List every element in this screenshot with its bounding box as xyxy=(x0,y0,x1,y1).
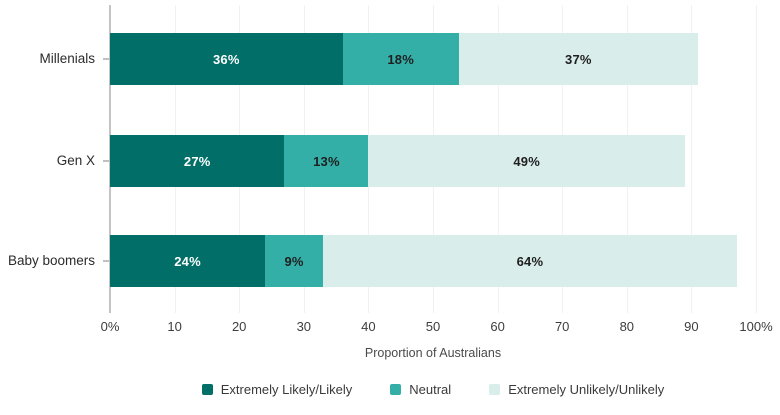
bar-row: 24% 9% 64% xyxy=(110,235,756,287)
bar-value-label: 24% xyxy=(174,253,201,269)
bar-row: 27% 13% 49% xyxy=(110,135,756,187)
legend-label: Extremely Likely/Likely xyxy=(220,381,353,397)
bar-value-label: 36% xyxy=(212,51,240,67)
legend-label: Neutral xyxy=(409,381,452,397)
bar-segment: 37% xyxy=(458,33,698,85)
bar-value-label: 37% xyxy=(565,51,592,67)
x-tick-label: 40 xyxy=(361,319,376,334)
bar-value-label: 49% xyxy=(513,153,540,169)
category-label: Baby boomers xyxy=(7,253,95,268)
x-axis-title: Proportion of Australians xyxy=(364,346,502,360)
bar-segment: 36% xyxy=(110,33,343,85)
x-tick-label: 20 xyxy=(231,319,247,334)
bar-row: 36% 18% 37% xyxy=(110,33,756,85)
bar-value-label: 27% xyxy=(183,153,211,169)
x-tick-label: 90 xyxy=(684,319,699,334)
x-tick-label: 30 xyxy=(296,319,312,334)
legend-label: Extremely Unlikely/Unlikely xyxy=(508,381,665,397)
bar-value-label: 13% xyxy=(313,153,340,169)
legend-item: Extremely Unlikely/Unlikely xyxy=(489,382,664,397)
bar-segment: 64% xyxy=(323,235,737,287)
bar-segment: 9% xyxy=(265,235,324,287)
x-tick-label: 100% xyxy=(739,319,773,334)
x-tick-label: 70 xyxy=(554,319,570,334)
gridline xyxy=(691,5,693,313)
category-tick xyxy=(103,160,110,162)
bar-segment: 18% xyxy=(342,33,459,85)
x-tick-label: 10 xyxy=(167,319,182,334)
x-tick-label: 80 xyxy=(619,319,635,334)
x-tick-label: 60 xyxy=(490,319,505,334)
bar-segment: 24% xyxy=(110,235,266,287)
category-label: Millenials xyxy=(39,51,95,66)
bar-value-label: 64% xyxy=(516,253,544,269)
legend-item: Neutral xyxy=(390,382,451,397)
legend-swatch-icon xyxy=(489,383,501,395)
plot-area: 36% 18% 37% 27% 13% 49% 24% 9% 64% xyxy=(109,5,757,313)
category-tick xyxy=(103,260,110,262)
bar-segment: 49% xyxy=(368,135,685,187)
legend-swatch-icon xyxy=(390,383,402,395)
bar-value-label: 18% xyxy=(387,51,414,67)
bar-value-label: 9% xyxy=(284,253,304,269)
bar-segment: 27% xyxy=(110,135,285,187)
gridline xyxy=(756,5,757,313)
legend: Extremely Likely/Likely Neutral Extremely … xyxy=(110,379,756,399)
category-tick xyxy=(103,58,110,60)
bar-segment: 13% xyxy=(284,135,369,187)
category-label: Gen X xyxy=(56,153,95,168)
x-axis-tick-labels: 0% 10 20 30 40 50 60 70 80 90 100% xyxy=(101,319,773,335)
legend-item: Extremely Likely/Likely xyxy=(201,381,353,397)
x-tick-label: 50 xyxy=(425,319,441,334)
legend-swatch-icon xyxy=(201,383,213,395)
x-tick-label: 0% xyxy=(100,319,120,334)
